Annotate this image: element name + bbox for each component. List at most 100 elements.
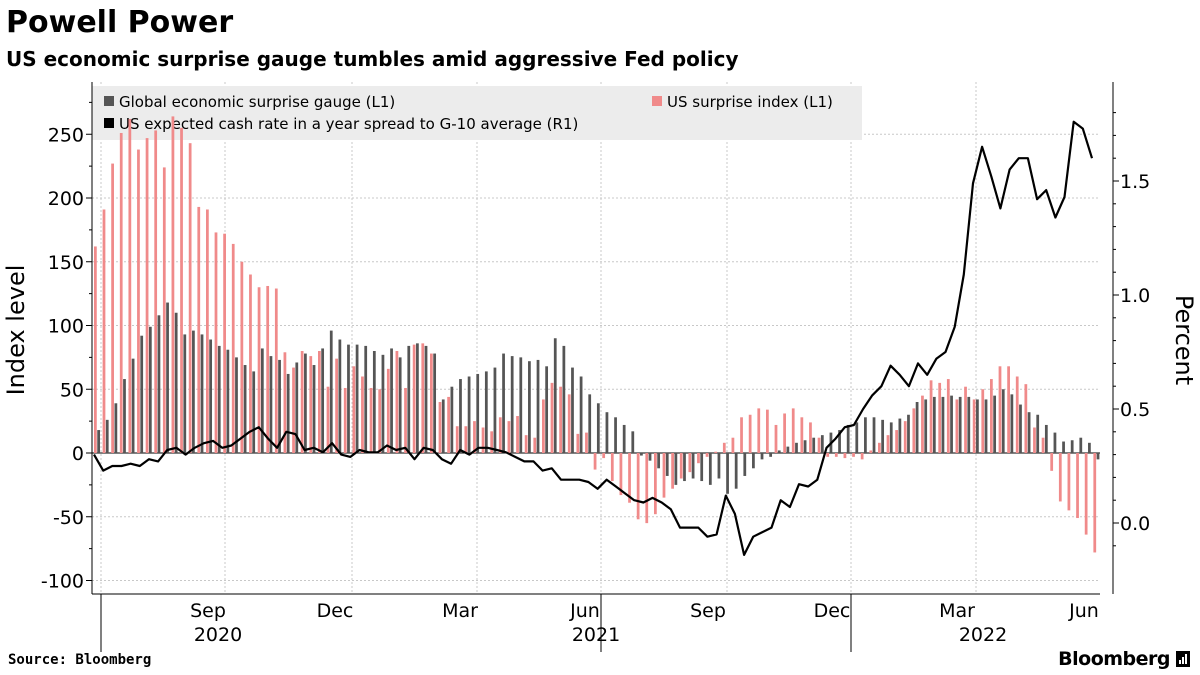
bar-global-surprise xyxy=(812,437,816,453)
bar-us-surprise xyxy=(826,453,830,457)
bar-us-surprise xyxy=(171,116,175,454)
legend-label-global: Global economic surprise gauge (L1) xyxy=(119,93,395,111)
bar-us-surprise xyxy=(593,453,597,470)
bar-global-surprise xyxy=(553,338,557,453)
bar-global-surprise xyxy=(1010,394,1014,453)
bar-us-surprise xyxy=(395,351,399,453)
bar-global-surprise xyxy=(907,414,910,453)
bar-us-surprise xyxy=(180,127,183,453)
bar-us-surprise xyxy=(1024,384,1028,453)
legend-label-us: US surprise index (L1) xyxy=(667,93,833,111)
bar-global-surprise xyxy=(148,326,152,453)
bar-global-surprise xyxy=(140,335,144,453)
bar-us-surprise xyxy=(137,149,140,454)
bar-us-surprise xyxy=(895,430,898,453)
bar-us-surprise xyxy=(878,442,881,453)
bar-us-surprise xyxy=(628,453,631,503)
bar-global-surprise xyxy=(967,396,971,453)
bar-global-surprise xyxy=(200,334,204,453)
bars-layer xyxy=(94,116,1100,553)
bar-global-surprise xyxy=(820,435,824,453)
bar-global-surprise xyxy=(786,446,790,453)
bar-global-surprise xyxy=(252,371,256,453)
y-tick-label: 150 xyxy=(48,252,84,274)
axes-layer: 250 200 150 100 50 0 -50 -100 1.5 1.0 0.5 0.0 Sep Dec… xyxy=(41,82,1150,652)
bar-us-surprise xyxy=(852,453,855,457)
bar-us-surprise xyxy=(533,437,537,453)
bar-us-surprise xyxy=(766,409,769,453)
bar-global-surprise xyxy=(1096,453,1100,460)
bar-us-surprise xyxy=(800,417,804,453)
bar-us-surprise xyxy=(679,453,683,479)
y-tick-label: 200 xyxy=(48,188,84,210)
bar-global-surprise xyxy=(993,395,997,453)
bar-global-surprise xyxy=(605,412,609,453)
bar-us-surprise xyxy=(343,387,347,453)
bar-us-surprise xyxy=(326,386,330,453)
bar-us-surprise xyxy=(1076,453,1079,519)
bar-global-surprise xyxy=(338,339,342,453)
bar-us-surprise xyxy=(145,138,149,453)
bar-global-surprise xyxy=(596,403,600,453)
bar-us-surprise xyxy=(688,453,692,473)
bar-us-surprise xyxy=(369,387,373,453)
bar-us-surprise xyxy=(249,274,252,453)
bar-us-surprise xyxy=(550,382,554,453)
bar-us-surprise xyxy=(636,453,640,520)
bar-us-surprise xyxy=(292,367,295,453)
bar-us-surprise xyxy=(886,435,890,453)
bar-global-surprise xyxy=(700,453,704,482)
bar-us-surprise xyxy=(869,450,873,453)
bar-us-surprise xyxy=(860,453,864,460)
bar-global-surprise xyxy=(459,379,462,453)
bar-us-surprise xyxy=(1084,453,1088,535)
bar-global-surprise xyxy=(881,419,885,453)
bar-us-surprise xyxy=(542,399,545,453)
bar-global-surprise xyxy=(683,453,686,482)
bar-global-surprise xyxy=(795,442,798,453)
bar-global-surprise xyxy=(105,419,109,453)
y-tick-label: -100 xyxy=(41,571,84,593)
bar-us-surprise xyxy=(188,143,192,454)
bar-global-surprise xyxy=(97,430,101,453)
bar-us-surprise xyxy=(731,437,735,453)
bar-global-surprise xyxy=(803,440,807,453)
bar-us-surprise xyxy=(559,386,562,453)
bar-global-surprise xyxy=(269,356,273,453)
legend-background xyxy=(92,86,862,140)
bar-us-surprise xyxy=(774,424,778,453)
bar-us-surprise xyxy=(783,413,786,453)
x-tick-label-month: Dec xyxy=(317,600,354,622)
y2-tick-label: 0.0 xyxy=(1120,513,1150,535)
bar-global-surprise xyxy=(157,315,161,453)
bar-global-surprise xyxy=(571,367,574,453)
bar-us-surprise xyxy=(274,288,278,453)
bar-us-surprise xyxy=(257,287,261,453)
bar-us-surprise xyxy=(128,118,132,453)
bar-us-surprise xyxy=(619,453,623,496)
legend-swatch-spread xyxy=(104,118,114,128)
bar-global-surprise xyxy=(562,345,566,453)
bar-global-surprise xyxy=(467,376,471,453)
x-tick-label-month: Jun xyxy=(1068,600,1099,622)
bar-global-surprise xyxy=(1019,404,1022,453)
bar-global-surprise xyxy=(1062,441,1065,453)
bloomberg-logo: Bloomberg xyxy=(1058,648,1190,670)
bar-global-surprise xyxy=(416,343,419,453)
bar-global-surprise xyxy=(838,430,841,453)
bar-us-surprise xyxy=(610,453,614,482)
bar-global-surprise xyxy=(631,431,635,453)
bar-global-surprise xyxy=(674,453,678,485)
bar-us-surprise xyxy=(740,417,743,453)
bar-global-surprise xyxy=(864,417,867,453)
bar-us-surprise xyxy=(266,285,270,453)
chart-subtitle: US economic surprise gauge tumbles amid … xyxy=(6,47,739,71)
bar-us-surprise xyxy=(1050,453,1054,471)
bar-us-surprise xyxy=(240,261,244,453)
bar-us-surprise xyxy=(912,408,916,453)
bar-global-surprise xyxy=(381,354,385,453)
bar-us-surprise xyxy=(447,396,450,453)
brand-name: Bloomberg xyxy=(1058,648,1170,670)
bar-us-surprise xyxy=(352,366,356,453)
bar-global-surprise xyxy=(924,399,928,453)
